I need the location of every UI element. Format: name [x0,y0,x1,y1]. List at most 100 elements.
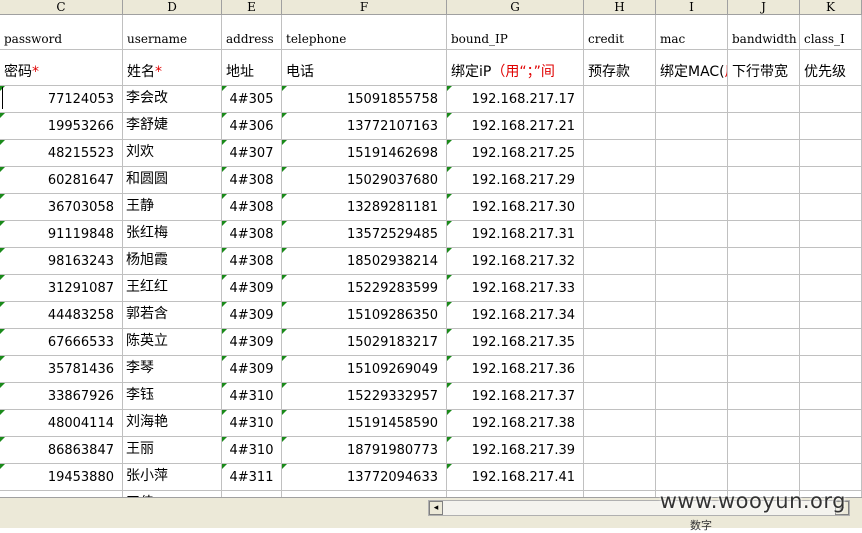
cell-ip[interactable]: 192.168.217.39 [447,437,584,464]
cell-address[interactable]: 4#306 [222,113,282,140]
cell-empty[interactable] [800,86,862,113]
cell-password[interactable]: 48215523 [0,140,123,167]
cell-ip[interactable]: 192.168.217.34 [447,302,584,329]
cell-telephone[interactable]: 18502938214 [282,248,447,275]
cell-empty[interactable] [584,86,656,113]
cell-password[interactable]: 35781436 [0,356,123,383]
cell-empty[interactable] [656,221,728,248]
cell-empty[interactable] [800,302,862,329]
cell-password[interactable]: 91119848 [0,221,123,248]
cell-empty[interactable] [584,275,656,302]
cell-telephone[interactable]: 18791980773 [282,437,447,464]
cell-empty[interactable] [728,221,800,248]
cell-password[interactable]: 31291087 [0,275,123,302]
cell-telephone[interactable]: 15029183217 [282,329,447,356]
cell-address[interactable]: 4#308 [222,194,282,221]
header-cell-en[interactable]: address [222,15,282,50]
header-cell-cn[interactable]: 密码* [0,50,123,86]
cell-empty[interactable] [800,410,862,437]
cell-username[interactable]: 王佳 [123,491,222,497]
cell-address[interactable]: 4#310 [222,437,282,464]
cell-empty[interactable] [584,491,656,497]
cell-empty[interactable] [728,383,800,410]
cell-password[interactable]: 33867926 [0,383,123,410]
cell-address[interactable] [222,491,282,497]
cell-empty[interactable] [656,167,728,194]
cell-empty[interactable] [728,410,800,437]
cell-telephone[interactable]: 13772107163 [282,113,447,140]
cell-telephone[interactable]: 15109269049 [282,356,447,383]
cell-empty[interactable] [584,221,656,248]
header-cell-cn[interactable]: 下行带宽 [728,50,800,86]
cell-empty[interactable] [656,113,728,140]
cell-telephone[interactable]: 13572529485 [282,221,447,248]
cell-empty[interactable] [800,329,862,356]
cell-empty[interactable] [656,140,728,167]
cell-telephone[interactable]: 13289281181 [282,194,447,221]
cell-username[interactable]: 张小萍 [123,464,222,491]
cell-username[interactable]: 和圆圆 [123,167,222,194]
cell-ip[interactable]: 192.168.217.17 [447,86,584,113]
cell-empty[interactable] [728,356,800,383]
header-cell-cn[interactable]: 预存款 [584,50,656,86]
cell-empty[interactable] [656,194,728,221]
cell-empty[interactable] [728,248,800,275]
column-header-c[interactable]: C [0,0,123,14]
cell-address[interactable]: 4#311 [222,464,282,491]
cell-address[interactable]: 4#310 [222,410,282,437]
cell-address[interactable]: 4#309 [222,329,282,356]
cell-ip[interactable]: 192.168.217.21 [447,113,584,140]
cell-password[interactable]: 86863847 [0,437,123,464]
header-cell-cn[interactable]: 优先级 [800,50,862,86]
header-cell-cn[interactable]: 绑定iP（用“；”间 [447,50,584,86]
cell-empty[interactable] [728,302,800,329]
cell-empty[interactable] [584,329,656,356]
cell-empty[interactable] [800,248,862,275]
cell-empty[interactable] [728,194,800,221]
cell-empty[interactable] [584,464,656,491]
header-cell-en[interactable]: telephone [282,15,447,50]
cell-empty[interactable] [800,221,862,248]
cell-username[interactable]: 李琴 [123,356,222,383]
cell-empty[interactable] [800,113,862,140]
cell-empty[interactable] [584,356,656,383]
cell-empty[interactable] [800,464,862,491]
header-cell-en[interactable]: username [123,15,222,50]
cell-empty[interactable] [728,464,800,491]
cell-password[interactable]: 48004114 [0,410,123,437]
column-header-g[interactable]: G [447,0,584,14]
cell-empty[interactable] [728,275,800,302]
header-cell-cn[interactable]: 绑定MAC(用 [656,50,728,86]
cell-empty[interactable] [584,302,656,329]
cell-address[interactable]: 4#308 [222,167,282,194]
cell-username[interactable]: 王静 [123,194,222,221]
cell-empty[interactable] [584,248,656,275]
cell-empty[interactable] [656,329,728,356]
header-cell-en[interactable]: bound_IP [447,15,584,50]
cell-empty[interactable] [800,140,862,167]
cell-address[interactable]: 4#307 [222,140,282,167]
cell-username[interactable]: 杨旭霞 [123,248,222,275]
cell-empty[interactable] [728,491,800,497]
cell-password[interactable] [0,491,123,497]
cell-password[interactable]: 36703058 [0,194,123,221]
cell-empty[interactable] [656,356,728,383]
cell-empty[interactable] [656,302,728,329]
header-cell-cn[interactable]: 姓名* [123,50,222,86]
cell-password[interactable]: 19453880 [0,464,123,491]
column-header-h[interactable]: H [584,0,656,14]
header-cell-en[interactable]: class_I [800,15,862,50]
cell-ip[interactable]: 192.168.217.35 [447,329,584,356]
cell-empty[interactable] [656,410,728,437]
cell-empty[interactable] [800,194,862,221]
header-cell-cn[interactable]: 电话 [282,50,447,86]
cell-username[interactable]: 李钰 [123,383,222,410]
scroll-right-arrow-icon[interactable]: ▸ [835,501,849,515]
cell-username[interactable]: 刘海艳 [123,410,222,437]
cell-ip[interactable]: 192.168.217.37 [447,383,584,410]
cell-ip[interactable] [447,491,584,497]
cell-telephone[interactable]: 15191458590 [282,410,447,437]
cell-empty[interactable] [728,140,800,167]
cell-empty[interactable] [656,86,728,113]
cell-empty[interactable] [728,329,800,356]
